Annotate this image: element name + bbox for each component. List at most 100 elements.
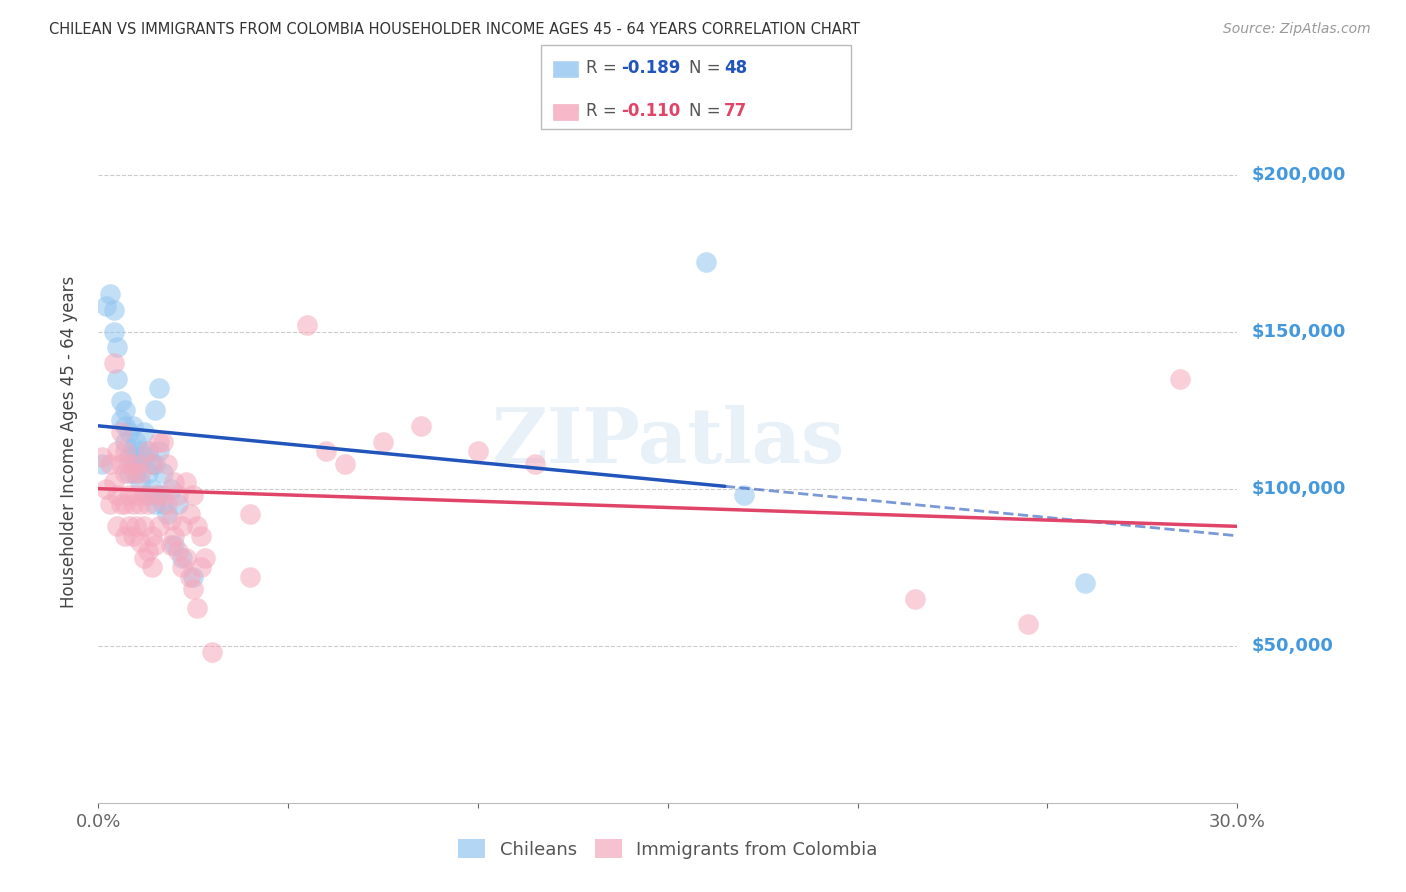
Point: [159, 538, 181, 552]
Point: [114, 529, 136, 543]
Point: [136, 544, 159, 558]
Point: [335, 457, 357, 471]
Text: R =: R =: [586, 60, 623, 78]
Point: [118, 488, 141, 502]
Text: N =: N =: [689, 102, 725, 120]
Point: [98, 457, 121, 471]
Point: [91, 450, 114, 465]
Point: [114, 418, 136, 433]
Point: [152, 488, 174, 502]
Point: [183, 488, 205, 502]
Point: [148, 381, 170, 395]
Point: [145, 538, 167, 552]
Point: [170, 519, 193, 533]
Point: [110, 393, 132, 408]
Point: [239, 569, 262, 583]
Point: [163, 529, 186, 543]
Point: [183, 582, 205, 597]
Point: [125, 457, 148, 471]
Point: [121, 441, 143, 455]
Point: [129, 475, 152, 490]
Point: [148, 519, 170, 533]
Point: [170, 550, 193, 565]
Point: [129, 497, 152, 511]
Point: [159, 482, 181, 496]
Point: [167, 497, 190, 511]
Point: [179, 507, 201, 521]
Point: [190, 529, 212, 543]
Point: [132, 488, 155, 502]
Text: ZIPatlas: ZIPatlas: [491, 405, 845, 478]
Point: [98, 286, 121, 301]
Point: [125, 466, 148, 480]
Point: [114, 444, 136, 458]
Point: [110, 497, 132, 511]
Point: [695, 255, 717, 269]
Point: [132, 450, 155, 465]
Point: [183, 569, 205, 583]
Point: [141, 457, 163, 471]
Point: [103, 302, 125, 317]
Point: [148, 488, 170, 502]
Point: [156, 457, 179, 471]
Point: [239, 507, 262, 521]
Point: [194, 550, 217, 565]
Text: CHILEAN VS IMMIGRANTS FROM COLOMBIA HOUSEHOLDER INCOME AGES 45 - 64 YEARS CORREL: CHILEAN VS IMMIGRANTS FROM COLOMBIA HOUS…: [49, 22, 860, 37]
Point: [103, 475, 125, 490]
Point: [524, 457, 547, 471]
Point: [152, 434, 174, 449]
Point: [179, 569, 201, 583]
Point: [114, 434, 136, 449]
Point: [98, 497, 121, 511]
Point: [1018, 616, 1040, 631]
Point: [163, 475, 186, 490]
Point: [145, 403, 167, 417]
Point: [174, 550, 197, 565]
Point: [186, 601, 208, 615]
Point: [129, 535, 152, 549]
Point: [315, 444, 337, 458]
Text: -0.189: -0.189: [621, 60, 681, 78]
Point: [174, 475, 197, 490]
Point: [118, 450, 141, 465]
Point: [132, 425, 155, 439]
Point: [125, 450, 148, 465]
Point: [114, 403, 136, 417]
Text: $100,000: $100,000: [1251, 480, 1346, 498]
Text: Source: ZipAtlas.com: Source: ZipAtlas.com: [1223, 22, 1371, 37]
Point: [297, 318, 319, 333]
Point: [107, 488, 129, 502]
Point: [145, 488, 167, 502]
Text: $150,000: $150,000: [1251, 323, 1346, 341]
Point: [110, 425, 132, 439]
Point: [141, 529, 163, 543]
Point: [156, 497, 179, 511]
Point: [733, 488, 755, 502]
Point: [186, 519, 208, 533]
Point: [110, 412, 132, 426]
Point: [141, 457, 163, 471]
Point: [118, 519, 141, 533]
Text: 48: 48: [724, 60, 747, 78]
Point: [170, 560, 193, 574]
Point: [103, 356, 125, 370]
Point: [132, 550, 155, 565]
Point: [121, 457, 143, 471]
Legend: Chileans, Immigrants from Colombia: Chileans, Immigrants from Colombia: [451, 832, 884, 866]
Point: [103, 325, 125, 339]
Point: [136, 444, 159, 458]
Text: $50,000: $50,000: [1251, 637, 1333, 655]
Point: [141, 482, 163, 496]
Point: [136, 497, 159, 511]
Point: [107, 444, 129, 458]
Point: [159, 513, 181, 527]
Point: [411, 418, 433, 433]
Point: [152, 466, 174, 480]
Point: [1170, 372, 1192, 386]
Point: [148, 444, 170, 458]
Point: [904, 591, 927, 606]
Point: [136, 466, 159, 480]
Point: [121, 529, 143, 543]
Point: [114, 497, 136, 511]
Point: [129, 466, 152, 480]
